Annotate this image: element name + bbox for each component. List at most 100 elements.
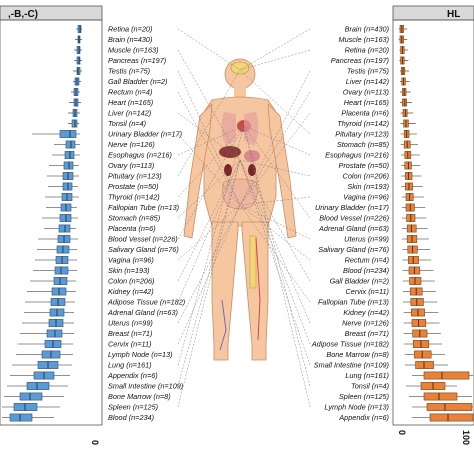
left-box [77,25,82,33]
right-leader-line [239,196,311,206]
right-leader-line [239,204,311,303]
left-leader-line [177,159,241,219]
left-leader-line [177,125,245,366]
right-tissue-label: Blood (n=234) [343,266,389,275]
left-box [53,277,68,285]
right-tissue-label: Adipose Tissue (n=182) [311,340,389,349]
left-leader-line [177,91,241,206]
left-tissue-label: Fallopian Tube (n=13) [108,203,179,212]
right-tissue-label: Gall Bladder (n=2) [330,277,389,286]
stomach-organ [244,150,260,162]
right-tissue-label: Small Intestine (n=109) [314,361,389,370]
left-panel-title: ,-B,-C) [8,9,38,20]
right-box [429,413,474,422]
right-header-box [392,5,474,21]
left-box [71,119,78,128]
left-tissue-label: Tonsil (n=4) [108,119,146,128]
left-box [13,403,38,411]
left-tissue-label: Thyroid (n=142) [108,193,160,202]
leader-lines [177,28,311,408]
right-tissue-label: Uterus (n=99) [344,235,389,244]
right-box [415,361,434,369]
right-leader-line [239,159,311,345]
right-tissue-label: Spleen (n=125) [339,392,389,401]
right-tissue-label: Heart (n=165) [344,98,389,107]
left-tissue-label: Uterus (n=99) [108,319,153,328]
left-tissue-label: Bone Marrow (n=8) [108,392,171,401]
left-tissue-label: Urinary Bladder (n=17) [108,130,182,139]
human-body-illustration [183,58,297,361]
left-tissue-label: Heart (n=165) [108,98,153,107]
left-tissue-label: Spleen (n=125) [108,403,158,412]
right-tissue-label: Lymph Node (n=13) [324,403,389,412]
left-box [65,140,76,149]
right-box [423,371,470,380]
left-box [64,151,75,159]
left-tissue-label: Rectum (n=4) [108,88,152,97]
left-tissue-label: Blood (n=234) [108,413,154,422]
left-boxplots [2,25,82,422]
left-tissue-label: Retina (n=20) [108,25,152,34]
right-box [426,403,473,411]
lung-organ [221,112,259,146]
left-leader-line [177,159,241,282]
neck [234,87,246,99]
left-box [19,392,43,401]
left-leader-line [177,112,241,161]
right-tissue-label: Blood Vessel (n=226) [319,214,389,223]
right-leader-line [239,49,311,71]
left-box [76,67,81,75]
left-box [54,266,69,275]
left-x-tick-0: 0 [90,440,100,445]
right-tissue-label: Tonsil (n=4) [351,382,389,391]
left-tissue-label: Esophagus (n=216) [108,151,172,160]
right-leader-line [239,112,311,206]
right-tissue-label: Fallopian Tube (n=13) [318,298,389,307]
left-tissue-label: Liver (n=142) [108,109,151,118]
right-tissue-label: Thyroid (n=142) [337,119,389,128]
left-box [46,329,63,338]
right-x-tick-100: 100 [461,430,471,445]
right-tissue-label: Vagina (n=96) [343,193,389,202]
vein [219,299,227,351]
left-leader-line [177,49,241,161]
left-leader-line [177,159,241,303]
left-tissue-label: Testis (n=75) [108,67,150,76]
right-tissue-label: Adrenal Gland (n=63) [318,224,389,233]
left-tissue-label: Cervix (n=11) [108,340,151,349]
left-leader-line [177,28,241,71]
kidney-organ [224,164,232,176]
left-tissue-label: Skin (n=193) [108,266,150,275]
left-tissue-label: Breast (n=71) [108,329,152,338]
right-tissue-label: Cervix (n=11) [346,287,389,296]
right-tissue-label: Colon (n=206) [343,172,389,181]
left-tissue-label: Placenta (n=6) [108,224,156,233]
left-tissue-label: Appendix (n=6) [107,371,158,380]
left-tissue-label: Nerve (n=126) [108,140,155,149]
right-tissue-label: Lung (n=161) [345,371,389,380]
left-box [63,161,74,170]
left-tissue-label: Muscle (n=163) [108,46,159,55]
left-leader-line [177,204,241,324]
right-tissue-label: Brain (n=430) [345,25,389,34]
bone-marrow-organ [249,235,257,289]
right-panel: HL 0 100 [392,5,474,445]
right-x-tick-0: 0 [397,430,407,435]
left-leader-line [177,69,241,177]
right-tissue-label: Bone Marrow (n=8) [326,350,389,359]
right-leader-line [243,125,311,156]
right-tissue-label: Nerve (n=126) [342,319,389,328]
left-tissue-label: Adipose Tissue (n=182) [107,298,185,307]
left-tissue-label: Salivary Gland (n=76) [108,245,179,254]
right-tissue-label: Pituitary (n=123) [335,130,389,139]
left-arm [183,102,213,239]
right-tissue-label: Ovary (n=113) [343,88,389,97]
right-leader-line [239,159,311,282]
right-leader-line [243,125,311,219]
right-leader-line [239,70,311,206]
right-leader-line [239,204,311,261]
right-leader-line [243,125,311,387]
left-tissue-label: Lymph Node (n=13) [108,350,173,359]
left-tissue-label: Kidney (n=42) [108,287,154,296]
